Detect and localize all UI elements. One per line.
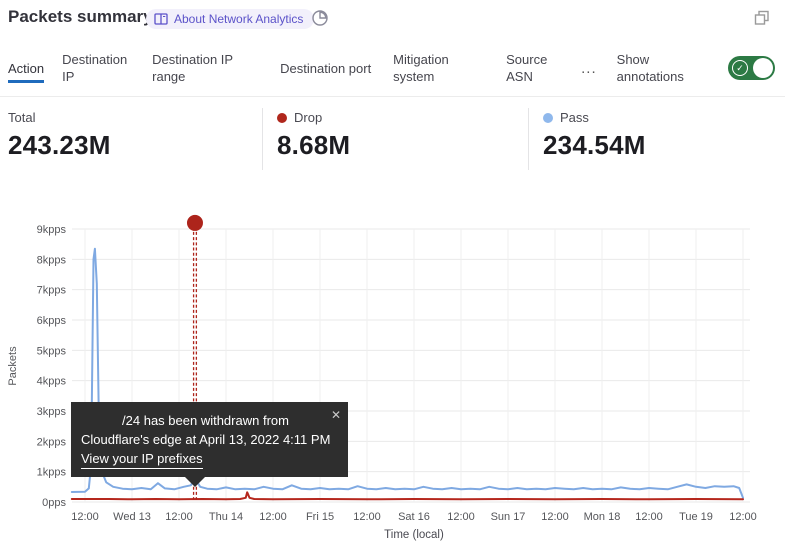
drop-line (70, 491, 744, 501)
stat-drop: Drop 8.68M (277, 110, 350, 161)
tab-destination-port[interactable]: Destination port (280, 60, 372, 76)
y-tick-label: 6kpps (37, 315, 67, 327)
y-tick-label: 3kpps (37, 406, 67, 418)
x-tick-label: Thu 14 (209, 511, 243, 523)
show-annotations-label: Show annotations (616, 52, 684, 84)
x-tick-label: 12:00 (353, 511, 381, 523)
tooltip-line1: /24 has been withdrawn from (122, 413, 289, 428)
x-tick-label: 12:00 (729, 511, 757, 523)
toggle-knob (753, 58, 773, 78)
tab-source-asn[interactable]: Source ASN (506, 52, 548, 84)
x-tick-label: 12:00 (447, 511, 475, 523)
x-tick-label: Mon 18 (584, 511, 621, 523)
stat-total: Total 243.23M (8, 110, 111, 161)
about-badge-label: About Network Analytics (174, 12, 304, 26)
view-ip-prefixes-link[interactable]: View your IP prefixes (81, 449, 203, 469)
annotation-dot[interactable] (186, 214, 203, 231)
header-divider (0, 96, 785, 97)
stat-drop-value: 8.68M (277, 130, 351, 160)
stat-pass-label: Pass (560, 110, 589, 125)
pass-legend-dot (543, 112, 553, 123)
more-tabs-icon[interactable]: ... (581, 59, 597, 77)
close-icon[interactable]: ✕ (330, 408, 341, 422)
stat-divider (528, 108, 529, 170)
dimension-tabs: Action Destination IP Destination IP ran… (8, 42, 775, 94)
x-tick-label: Tue 19 (679, 511, 713, 523)
x-tick-label: 12:00 (259, 511, 287, 523)
x-tick-label: 12:00 (635, 511, 663, 523)
stat-drop-label: Drop (294, 110, 323, 125)
y-tick-label: 8kpps (37, 254, 67, 266)
stat-pass: Pass 234.54M (543, 110, 646, 161)
y-tick-label: 7kpps (37, 285, 67, 297)
stat-total-label: Total (8, 110, 36, 125)
stat-divider (262, 108, 263, 170)
pop-out-icon[interactable] (753, 9, 771, 27)
y-tick-label: 0pps (42, 497, 66, 509)
x-tick-label: Sun 17 (491, 511, 526, 523)
tab-mitigation-system[interactable]: Mitigation system (393, 52, 449, 84)
page-title: Packets summary (8, 7, 153, 26)
y-tick-label: 9kpps (37, 224, 67, 236)
tab-destination-ip-range[interactable]: Destination IP range (152, 52, 233, 84)
y-axis-title: Packets (7, 346, 19, 386)
x-tick-label: Sat 16 (398, 511, 430, 523)
x-tick-label: 12:00 (71, 511, 99, 523)
show-annotations-toggle[interactable]: ✓ (728, 56, 775, 80)
tab-action[interactable]: Action (8, 60, 45, 83)
x-tick-label: Fri 15 (306, 511, 334, 523)
stat-total-value: 243.23M (8, 130, 111, 160)
about-network-analytics-badge[interactable]: About Network Analytics (146, 9, 315, 29)
tooltip-line2: Cloudflare's edge at April 13, 2022 4:11… (81, 432, 331, 447)
drop-legend-dot (277, 112, 287, 123)
annotation-tooltip: ✕ /24 has been withdrawn from Cloudflare… (71, 402, 348, 487)
y-tick-label: 2kpps (37, 436, 67, 448)
pass-line (70, 247, 744, 499)
check-icon: ✓ (732, 60, 748, 76)
x-tick-label: 12:00 (165, 511, 193, 523)
y-tick-label: 5kpps (37, 345, 67, 357)
tab-destination-ip[interactable]: Destination IP (62, 52, 128, 84)
clock-icon[interactable] (311, 9, 329, 27)
y-tick-label: 4kpps (37, 376, 67, 388)
stat-pass-value: 234.54M (543, 130, 646, 160)
x-tick-label: 12:00 (541, 511, 569, 523)
x-tick-label: Wed 13 (113, 511, 151, 523)
y-tick-label: 1kpps (37, 467, 67, 479)
book-icon (154, 13, 168, 25)
x-axis-title: Time (local) (384, 529, 444, 541)
